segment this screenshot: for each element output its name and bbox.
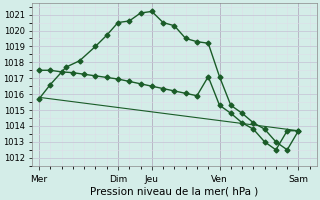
X-axis label: Pression niveau de la mer( hPa ): Pression niveau de la mer( hPa ) bbox=[90, 187, 259, 197]
